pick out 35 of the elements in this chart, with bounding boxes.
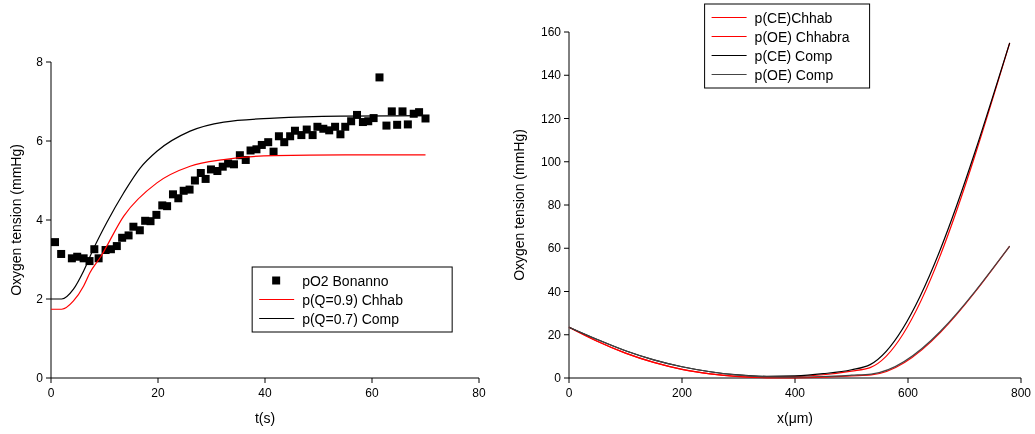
y-tick-label: 2	[36, 292, 44, 306]
x-tick-label: 800	[1010, 386, 1032, 400]
y-tick-label: 8	[36, 55, 44, 69]
x-tick-label: 0	[47, 386, 55, 400]
x-axis-title: t(s)	[254, 410, 276, 426]
y-tick-label: 120	[540, 111, 562, 126]
y-tick-label: 6	[36, 134, 44, 148]
legend-label: p(CE) Comp	[754, 47, 833, 64]
y-tick-label: 0	[36, 371, 44, 385]
y-tick-label: 160	[540, 25, 562, 39]
y-tick-label: 140	[540, 68, 562, 83]
x-tick-label: 20	[151, 386, 165, 400]
y-axis-title: Oxygen tension (mmHg)	[8, 144, 24, 296]
legend-label: p(Q=0.7) Comp	[302, 310, 400, 327]
y-tick-label: 0	[554, 371, 562, 385]
legend-label: pO2 Bonanno	[302, 272, 389, 289]
y-tick-label: 80	[547, 198, 562, 212]
y-tick-label: 4	[36, 213, 44, 227]
x-tick-label: 60	[365, 386, 379, 400]
x-tick-label: 400	[784, 386, 806, 400]
x-tick-label: 80	[472, 386, 486, 400]
x-axis-title: x(μm)	[776, 410, 814, 426]
x-tick-label: 600	[897, 386, 919, 400]
legend-label: p(Q=0.9) Chhab	[302, 291, 404, 308]
y-tick-label: 40	[547, 284, 562, 299]
x-tick-label: 40	[258, 386, 272, 400]
y-axis-title: Oxygen tension (mmHg)	[511, 129, 527, 281]
legend-label: p(OE) Comp	[754, 66, 834, 83]
legend-label: p(OE) Chhabra	[754, 28, 850, 45]
y-tick-label: 20	[547, 327, 562, 342]
x-tick-label: 200	[671, 386, 693, 400]
y-tick-label: 100	[540, 154, 562, 169]
x-tick-label: 0	[565, 386, 573, 400]
y-tick-label: 60	[547, 241, 562, 256]
legend-label: p(CE)Chhab	[754, 9, 833, 26]
